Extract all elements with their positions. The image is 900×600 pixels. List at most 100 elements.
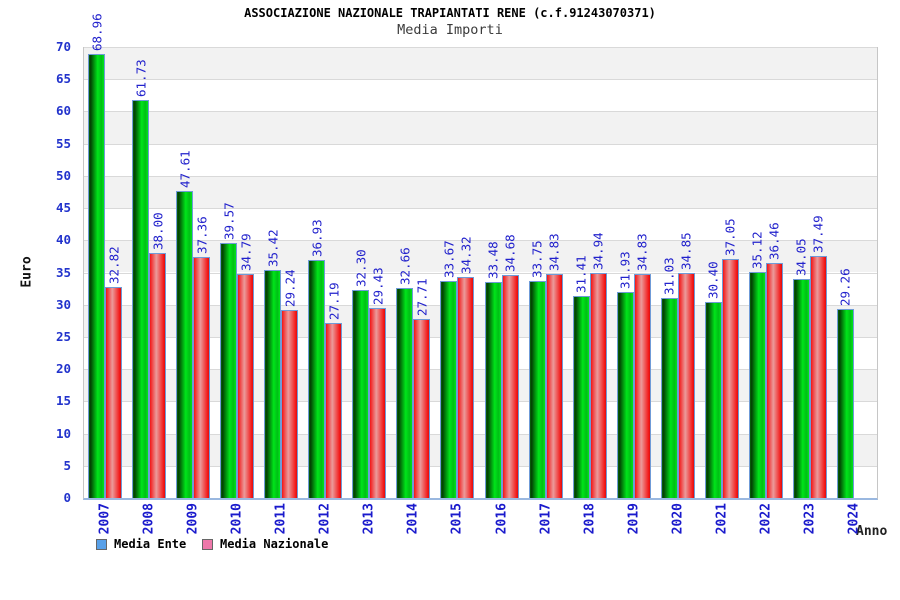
bar-media-ente-2012 [308,260,326,498]
bar-value-label: 37.36 [194,216,210,255]
bar-value-label: 33.48 [485,241,501,280]
x-axis-tick-label: 2019 [626,503,642,535]
bar-value-label: 34.79 [238,233,254,271]
bar-media-ente-2022 [748,271,766,498]
grid-band [84,304,877,337]
legend-swatch-media-nazionale-icon [202,538,213,550]
bar-media-ente-2015 [440,281,458,498]
bar-media-nazionale-2019 [633,273,651,498]
grid-band [84,47,877,80]
bar-media-ente-2014 [396,287,414,498]
bar-media-ente-2016 [484,282,502,498]
bar-value-label: 35.12 [749,231,765,269]
bar-value-label: 34.68 [502,233,518,272]
y-axis-tick-label: 55 [55,135,71,151]
bar-media-nazionale-2018 [589,272,607,498]
bar-value-label: 29.24 [282,268,298,307]
grid-band [84,401,877,434]
bar-media-nazionale-2022 [765,263,783,498]
x-axis-tick-label: 2012 [317,503,333,535]
x-axis-tick-label: 2024 [846,503,862,535]
x-axis-tick-label: 2010 [229,503,245,535]
y-axis-tick-label: 10 [55,425,71,441]
x-axis-tick-label: 2015 [449,503,465,535]
x-axis-tick-label: 2016 [494,503,510,535]
bar-media-ente-2009 [176,191,194,498]
grid-band [84,143,877,176]
bar-media-ente-2017 [528,280,546,498]
grid-band [84,111,877,144]
x-axis-tick-label: 2009 [185,503,201,535]
legend-label-media-ente: Media Ente [114,537,187,551]
bar-value-label: 47.61 [177,150,193,189]
x-axis-tick-label: 2014 [405,503,421,535]
grid-band [84,79,877,112]
grid-band [84,336,877,370]
bar-value-label: 27.71 [414,278,430,317]
y-axis-tick-label: 30 [55,296,71,312]
x-axis-tick-label: 2011 [273,503,289,535]
bar-media-nazionale-2011 [281,309,299,498]
bar-value-label: 34.32 [458,236,474,274]
x-axis-tick-label: 2008 [141,503,157,535]
bar-media-ente-2019 [616,292,634,498]
bar-value-label: 32.30 [353,249,369,287]
bar-media-ente-2008 [132,100,150,498]
grid-band [84,175,877,209]
bar-value-label: 33.67 [441,240,457,279]
bar-media-ente-2013 [352,289,370,498]
bar-value-label: 34.85 [678,232,694,271]
bar-value-label: 68.96 [89,13,105,51]
bar-media-nazionale-2021 [721,259,739,498]
y-axis-tick-label: 65 [55,70,71,86]
bar-value-label: 33.75 [529,239,545,278]
bar-value-label: 34.05 [793,237,809,276]
plot-area [83,47,878,500]
x-axis-tick-label: 2018 [582,503,598,535]
y-axis-tick-label: 25 [55,328,71,344]
bar-value-label: 32.66 [397,246,413,285]
legend-item-media-ente: Media Ente [96,537,186,551]
bar-value-label: 31.03 [661,257,677,296]
bar-media-nazionale-2015 [457,276,475,498]
bar-value-label: 30.40 [705,261,721,300]
bar-value-label: 38.00 [150,212,166,251]
x-axis-tick-label: 2022 [758,503,774,535]
y-axis-tick-label: 15 [55,393,71,409]
y-axis-tick-label: 50 [55,167,71,183]
bar-media-nazionale-2013 [369,308,387,498]
bar-media-nazionale-2008 [149,253,167,498]
y-axis-tick-label: 45 [55,199,71,215]
bar-media-nazionale-2010 [237,273,255,498]
bar-media-ente-2023 [792,278,810,498]
bar-media-ente-2024 [836,309,854,498]
legend-item-media-nazionale: Media Nazionale [202,537,328,551]
grid-band [84,433,877,466]
bar-value-label: 29.26 [837,268,853,307]
x-axis-tick-label: 2017 [538,503,554,535]
bar-value-label: 61.73 [133,59,149,98]
bar-value-label: 29.43 [370,267,386,306]
bar-media-nazionale-2009 [193,257,211,498]
bar-media-nazionale-2007 [105,286,123,498]
y-axis-tick-label: 35 [55,264,71,280]
legend-swatch-media-ente-icon [96,538,107,550]
bar-value-label: 37.49 [810,215,826,254]
grid-band [84,240,877,273]
bar-value-label: 34.94 [590,232,606,270]
y-axis-tick-label: 5 [63,457,71,473]
x-axis-title: Anno [856,524,888,539]
x-axis-tick-label: 2021 [714,503,730,535]
bar-media-ente-2021 [704,302,722,498]
x-axis-tick-label: 2020 [670,503,686,535]
x-axis-tick-label: 2023 [802,503,818,535]
bar-media-ente-2010 [220,243,238,498]
y-axis-tick-label: 40 [55,232,71,248]
bar-media-ente-2011 [264,269,282,498]
legend-label-media-nazionale: Media Nazionale [220,537,329,551]
bar-value-label: 34.83 [546,232,562,271]
y-axis-tick-label: 60 [55,103,71,119]
bar-media-nazionale-2014 [413,319,431,498]
bar-value-label: 27.19 [326,282,342,320]
